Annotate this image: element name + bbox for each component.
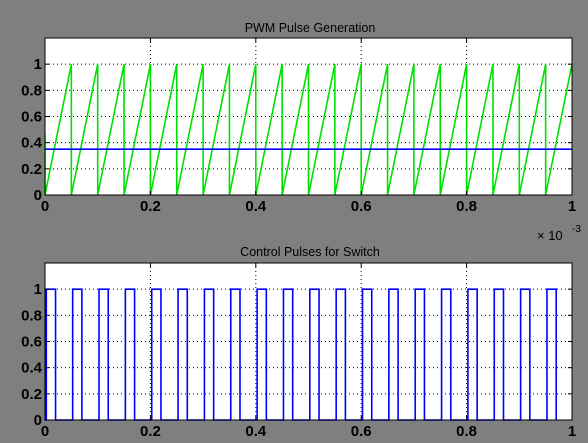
y-tick-label: 0.6 (21, 109, 42, 126)
x-exponent-label: × 10 (537, 228, 563, 243)
y-tick-label: 0.2 (21, 386, 42, 403)
x-tick-label: 0 (41, 198, 49, 215)
x-tick-label: 1 (568, 198, 576, 215)
y-tick-label: 1 (34, 56, 42, 73)
axes-title: Control Pulses for Switch (240, 245, 380, 259)
x-exponent-power: -3 (572, 224, 581, 235)
x-tick-label: 0.6 (351, 423, 372, 440)
tick-labels: 0 0.2 0.4 0.6 0.8 1 0 0.2 0.4 0.6 0.8 1 (21, 263, 576, 440)
series-group (44, 64, 573, 196)
y-tick-label: 0.4 (21, 135, 43, 152)
x-tick-label: 0.6 (351, 198, 372, 215)
x-tick-label: 0.4 (245, 423, 267, 440)
x-tick-label: 0 (41, 423, 49, 440)
axes-title: PWM Pulse Generation (245, 21, 376, 35)
x-tick-label: 0.2 (140, 198, 161, 215)
y-tick-label: 0.8 (21, 307, 42, 324)
x-tick-label: 0.4 (245, 198, 267, 215)
series-sawtooth-carrier (44, 64, 573, 196)
y-tick-label: 0.2 (21, 161, 42, 178)
x-tick-label: 1 (568, 423, 576, 440)
y-tick-label: 1 (34, 281, 42, 298)
y-tick-label: 0.6 (21, 334, 42, 351)
plot-area (45, 263, 572, 420)
y-tick-label: 0 (34, 412, 42, 429)
y-tick-label: 0.8 (21, 82, 42, 99)
x-tick-label: 0.2 (140, 423, 161, 440)
x-tick-label: 0.8 (456, 423, 477, 440)
y-tick-label: 0 (34, 187, 42, 204)
axes-control-pulses-for-switch: Control Pulses for Switch 0 0.2 0.4 0.6 0.8 1… (21, 245, 576, 440)
y-tick-label: 0.4 (21, 360, 43, 377)
tick-labels: 0 0.2 0.4 0.6 0.8 1 0 0.2 0.4 0.6 0.8 1 (21, 38, 576, 215)
x-tick-label: 0.8 (456, 198, 477, 215)
axes-pwm-pulse-generation: PWM Pulse Generation 0 0.2 0.4 0.6 0.8 100.20… (21, 21, 581, 243)
